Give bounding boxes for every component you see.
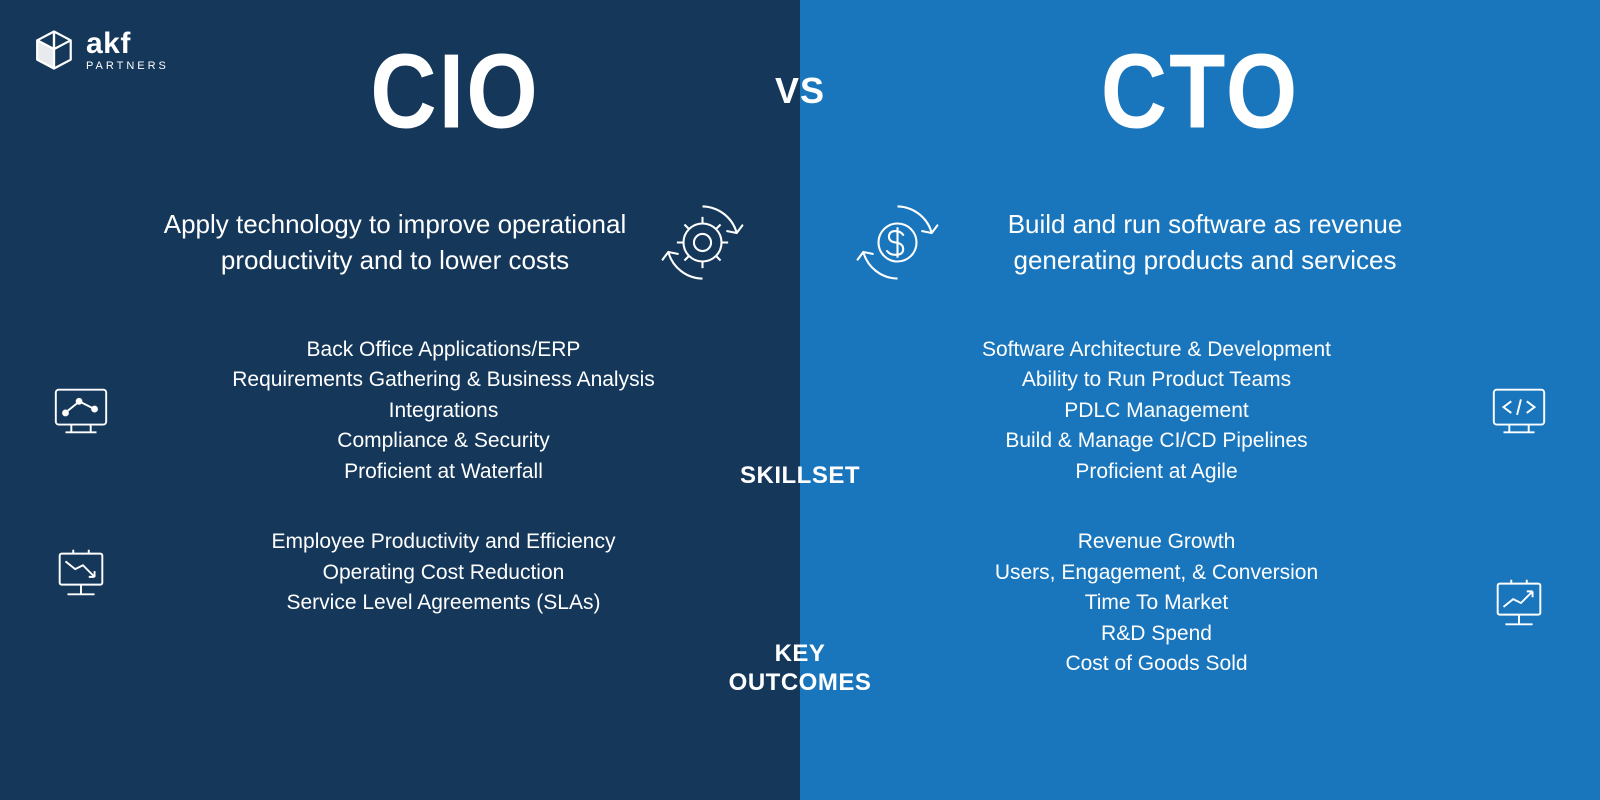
list-item: Time To Market xyxy=(850,588,1463,618)
list-item: Requirements Gathering & Business Analys… xyxy=(137,365,750,395)
cto-panel: CTO Build and run software as revenue ge… xyxy=(800,0,1600,800)
cto-outcomes-list: Revenue GrowthUsers, Engagement, & Conve… xyxy=(850,527,1463,679)
code-monitor-icon xyxy=(1488,380,1550,442)
list-item: Software Architecture & Development xyxy=(850,335,1463,365)
cio-skillset-list: Back Office Applications/ERPRequirements… xyxy=(137,335,750,487)
up-chart-board-icon xyxy=(1488,572,1550,634)
list-item: Back Office Applications/ERP xyxy=(137,335,750,365)
outcomes-label-line2: OUTCOMES xyxy=(729,669,872,696)
cto-outcomes-section: Revenue GrowthUsers, Engagement, & Conve… xyxy=(850,527,1550,679)
list-item: Proficient at Agile xyxy=(850,457,1463,487)
dollar-cycle-icon xyxy=(850,195,945,290)
list-item: PDLC Management xyxy=(850,396,1463,426)
cio-outcomes-section: Employee Productivity and EfficiencyOper… xyxy=(50,527,750,618)
list-item: Revenue Growth xyxy=(850,527,1463,557)
list-item: Operating Cost Reduction xyxy=(137,558,750,588)
cto-skillset-list: Software Architecture & DevelopmentAbili… xyxy=(850,335,1463,487)
outcomes-label: KEY OUTCOMES xyxy=(729,640,872,698)
skillset-label: SKILLSET xyxy=(740,462,860,491)
vs-label: VS xyxy=(775,70,825,112)
cio-title: CIO xyxy=(50,32,750,153)
down-chart-board-icon xyxy=(50,542,112,604)
cio-description: Apply technology to improve operational … xyxy=(160,207,630,277)
list-item: Employee Productivity and Efficiency xyxy=(137,527,750,557)
list-item: Ability to Run Product Teams xyxy=(850,365,1463,395)
cio-outcomes-list: Employee Productivity and EfficiencyOper… xyxy=(137,527,750,618)
list-item: Integrations xyxy=(137,396,750,426)
outcomes-label-line1: KEY xyxy=(775,640,826,667)
cio-description-row: Apply technology to improve operational … xyxy=(50,195,750,290)
cto-title: CTO xyxy=(850,32,1550,153)
gear-cycle-icon xyxy=(655,195,750,290)
list-item: R&D Spend xyxy=(850,619,1463,649)
cio-skillset-section: Back Office Applications/ERPRequirements… xyxy=(50,335,750,487)
list-item: Cost of Goods Sold xyxy=(850,649,1463,679)
list-item: Compliance & Security xyxy=(137,426,750,456)
analytics-monitor-icon xyxy=(50,380,112,442)
cto-skillset-section: Software Architecture & DevelopmentAbili… xyxy=(850,335,1550,487)
cto-description-row: Build and run software as revenue genera… xyxy=(850,195,1550,290)
cto-description: Build and run software as revenue genera… xyxy=(970,207,1440,277)
list-item: Proficient at Waterfall xyxy=(137,457,750,487)
infographic-container: akf PARTNERS CIO Apply technology to imp… xyxy=(0,0,1600,800)
list-item: Build & Manage CI/CD Pipelines xyxy=(850,426,1463,456)
list-item: Service Level Agreements (SLAs) xyxy=(137,588,750,618)
cio-panel: akf PARTNERS CIO Apply technology to imp… xyxy=(0,0,800,800)
list-item: Users, Engagement, & Conversion xyxy=(850,558,1463,588)
